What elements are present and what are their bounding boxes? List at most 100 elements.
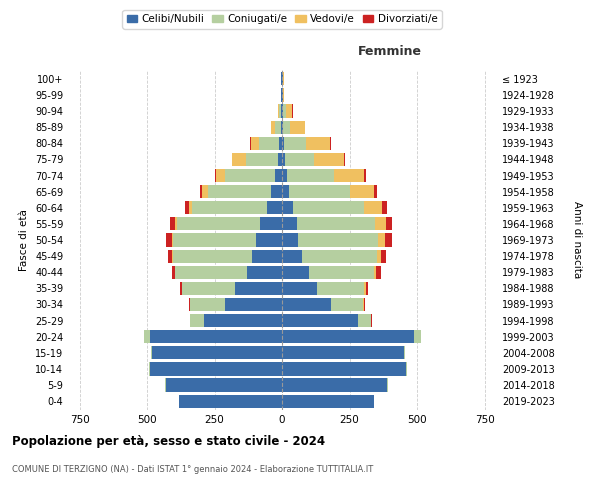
- Bar: [172, 266, 175, 279]
- Bar: [226, 169, 275, 182]
- Bar: [149, 362, 150, 376]
- Bar: [293, 201, 364, 214]
- Bar: [202, 185, 208, 198]
- Bar: [289, 185, 349, 198]
- Bar: [282, 185, 289, 198]
- Bar: [216, 169, 226, 182]
- Bar: [290, 120, 305, 134]
- Bar: [251, 136, 259, 150]
- Bar: [283, 88, 284, 102]
- Bar: [190, 298, 226, 311]
- Bar: [173, 250, 253, 262]
- Legend: Celibi/Nubili, Coniugati/e, Vedovi/e, Divorziati/e: Celibi/Nubili, Coniugati/e, Vedovi/e, Di…: [122, 10, 442, 29]
- Bar: [364, 201, 382, 214]
- Bar: [278, 153, 282, 166]
- Bar: [204, 314, 282, 327]
- Bar: [374, 266, 376, 279]
- Bar: [282, 234, 298, 246]
- Bar: [200, 185, 202, 198]
- Bar: [253, 250, 282, 262]
- Bar: [267, 201, 282, 214]
- Bar: [377, 250, 380, 262]
- Bar: [309, 266, 374, 279]
- Bar: [378, 234, 385, 246]
- Bar: [190, 314, 204, 327]
- Bar: [182, 282, 235, 295]
- Bar: [282, 330, 415, 344]
- Y-axis label: Anni di nascita: Anni di nascita: [572, 202, 582, 278]
- Bar: [179, 394, 282, 407]
- Text: Popolazione per età, sesso e stato civile - 2024: Popolazione per età, sesso e stato civil…: [12, 435, 325, 448]
- Bar: [185, 201, 189, 214]
- Bar: [282, 282, 317, 295]
- Bar: [344, 153, 345, 166]
- Bar: [282, 362, 406, 376]
- Bar: [191, 201, 267, 214]
- Bar: [282, 153, 285, 166]
- Bar: [279, 104, 281, 118]
- Bar: [271, 120, 275, 134]
- Bar: [314, 153, 344, 166]
- Bar: [406, 362, 407, 376]
- Bar: [282, 250, 302, 262]
- Bar: [306, 136, 330, 150]
- Bar: [385, 234, 392, 246]
- Bar: [349, 185, 374, 198]
- Bar: [168, 250, 172, 262]
- Bar: [189, 201, 191, 214]
- Bar: [358, 314, 371, 327]
- Bar: [331, 298, 363, 311]
- Bar: [302, 250, 377, 262]
- Bar: [175, 218, 176, 230]
- Bar: [284, 136, 306, 150]
- Bar: [364, 298, 365, 311]
- Bar: [282, 298, 331, 311]
- Bar: [380, 250, 386, 262]
- Bar: [366, 282, 368, 295]
- Bar: [215, 169, 216, 182]
- Bar: [283, 120, 290, 134]
- Bar: [374, 185, 377, 198]
- Bar: [144, 330, 150, 344]
- Bar: [226, 298, 282, 311]
- Bar: [260, 218, 282, 230]
- Bar: [247, 266, 282, 279]
- Bar: [282, 120, 283, 134]
- Bar: [287, 169, 334, 182]
- Bar: [278, 104, 279, 118]
- Bar: [150, 362, 282, 376]
- Bar: [281, 104, 282, 118]
- Bar: [298, 234, 378, 246]
- Bar: [179, 282, 182, 295]
- Bar: [376, 266, 381, 279]
- Bar: [364, 282, 366, 295]
- Bar: [404, 346, 405, 360]
- Bar: [208, 185, 271, 198]
- Bar: [282, 394, 374, 407]
- Bar: [256, 234, 282, 246]
- Bar: [382, 201, 387, 214]
- Bar: [282, 104, 283, 118]
- Bar: [282, 136, 284, 150]
- Bar: [282, 378, 388, 392]
- Bar: [415, 330, 421, 344]
- Bar: [375, 218, 386, 230]
- Bar: [172, 234, 173, 246]
- Bar: [235, 282, 282, 295]
- Y-axis label: Fasce di età: Fasce di età: [19, 209, 29, 271]
- Bar: [282, 314, 358, 327]
- Bar: [166, 234, 172, 246]
- Bar: [245, 153, 278, 166]
- Bar: [275, 169, 282, 182]
- Bar: [170, 218, 175, 230]
- Bar: [232, 153, 245, 166]
- Bar: [282, 169, 287, 182]
- Bar: [176, 218, 260, 230]
- Bar: [282, 218, 297, 230]
- Bar: [151, 346, 152, 360]
- Bar: [281, 120, 282, 134]
- Bar: [259, 136, 280, 150]
- Bar: [271, 185, 282, 198]
- Bar: [150, 330, 282, 344]
- Bar: [280, 136, 282, 150]
